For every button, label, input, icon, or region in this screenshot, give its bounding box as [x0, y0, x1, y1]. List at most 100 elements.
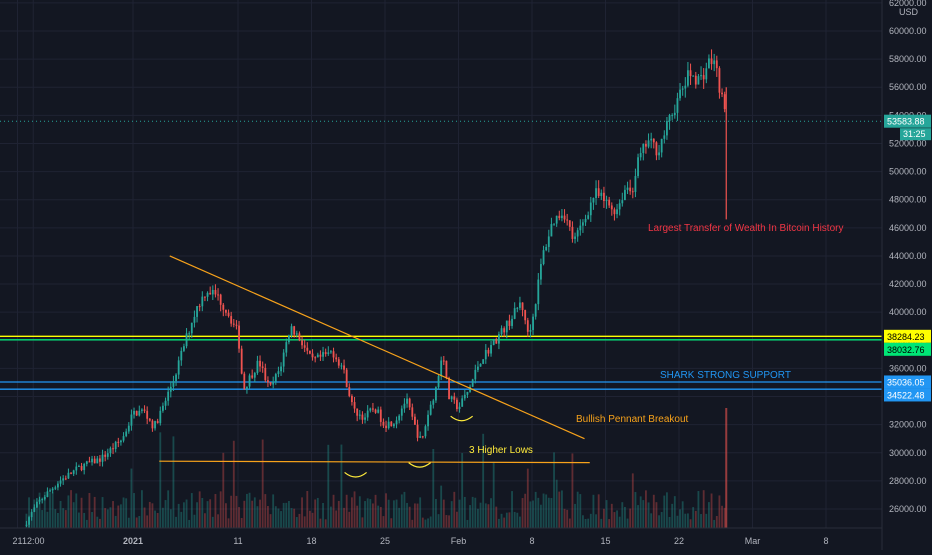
volume-bar	[72, 502, 75, 528]
candle-body	[222, 304, 225, 310]
candle-body	[99, 458, 101, 462]
volume-bar	[558, 491, 561, 528]
candle-body	[51, 488, 54, 491]
candle-body	[188, 333, 191, 335]
candle-body	[448, 377, 450, 400]
candle-body	[479, 363, 482, 367]
candle-body	[713, 60, 716, 65]
candle-body	[584, 218, 587, 223]
volume-bar	[80, 497, 83, 528]
candle-body	[566, 219, 569, 221]
volume-bar	[671, 503, 674, 528]
candle-body	[36, 501, 38, 508]
volume-bar	[411, 519, 414, 528]
volume-bar	[64, 510, 67, 528]
volume-bar	[127, 517, 130, 528]
price-axis[interactable]: USD 26000.0028000.0030000.0032000.003400…	[881, 0, 927, 550]
price-tick-label: 40000.00	[889, 307, 927, 317]
volume-bar	[642, 500, 645, 528]
candle-body	[419, 436, 422, 438]
candle-body	[440, 360, 443, 377]
volume-bar	[718, 495, 721, 528]
price-tick-label: 36000.00	[889, 363, 927, 373]
volume-bar	[167, 490, 170, 528]
candle-body	[550, 224, 553, 237]
volume-bar	[435, 498, 437, 528]
candle-body	[571, 226, 574, 239]
volume-bar	[319, 518, 322, 528]
price-tick-label: 52000.00	[889, 138, 927, 148]
volume-bar	[25, 513, 28, 528]
volume-bar	[534, 491, 537, 528]
volume-bar	[519, 516, 521, 528]
volume-bar	[154, 510, 156, 528]
candle-body	[364, 417, 366, 420]
candle-body	[681, 88, 684, 90]
candle-body	[206, 292, 209, 297]
volume-bar	[550, 498, 553, 528]
volume-bar	[96, 516, 99, 528]
volume-bar	[605, 500, 608, 528]
candle-body	[652, 138, 655, 143]
time-axis[interactable]: 21 12:00 2021 11 18 25 Feb 8 15 22 Mar 8	[0, 527, 882, 546]
volume-bar	[217, 514, 219, 528]
volume-bar	[421, 517, 424, 528]
volume-bar	[175, 516, 177, 528]
candle-body	[432, 400, 435, 405]
volume-bar	[453, 491, 456, 528]
candle-body	[219, 294, 222, 305]
volume-bar	[180, 511, 183, 528]
candle-body	[366, 410, 369, 418]
volume-bar	[574, 503, 576, 528]
volume-bar	[663, 495, 666, 528]
candle-body	[28, 517, 30, 525]
candle-body	[295, 333, 298, 335]
volume-bar	[33, 499, 36, 528]
candle-body	[148, 418, 151, 421]
candle-body	[526, 320, 529, 332]
volume-bar	[230, 495, 233, 528]
candle-body	[558, 215, 561, 219]
candle-body	[547, 236, 550, 247]
volume-bar	[259, 499, 261, 528]
volume-bar	[571, 453, 574, 528]
volume-bar	[521, 498, 524, 528]
volume-bar	[335, 510, 338, 528]
volume-bar	[526, 468, 529, 528]
volume-bar	[141, 490, 143, 528]
candle-body	[353, 402, 356, 409]
time-tick-label: 15	[600, 536, 610, 546]
volume-bar	[587, 518, 590, 528]
higher-low-arc	[408, 462, 432, 468]
candle-body	[673, 112, 676, 116]
volume-bar	[437, 514, 440, 528]
volume-bar	[500, 513, 503, 528]
time-tick-label: Feb	[451, 536, 467, 546]
volume-bar	[190, 493, 193, 528]
volume-bar	[513, 511, 516, 528]
volume-bars	[25, 408, 728, 528]
volume-bar	[427, 518, 429, 528]
candle-body	[574, 236, 576, 239]
price-tick-label: 50000.00	[889, 167, 927, 177]
candle-body	[408, 398, 411, 408]
candle-body	[668, 115, 671, 122]
trendlines	[159, 255, 590, 464]
candle-body	[414, 416, 416, 425]
volume-bar	[377, 505, 380, 528]
candle-body	[689, 70, 692, 77]
volume-bar	[432, 448, 435, 528]
volume-bar	[36, 504, 38, 528]
volume-bar	[495, 506, 498, 528]
candle-body	[453, 396, 456, 400]
volume-bar	[125, 498, 128, 528]
volume-bar	[120, 504, 122, 528]
volume-bar	[408, 506, 411, 528]
candle-body	[269, 382, 272, 385]
volume-bar	[668, 516, 671, 528]
volume-bar	[340, 444, 343, 528]
candle-body	[524, 310, 527, 321]
volume-bar	[85, 519, 88, 528]
